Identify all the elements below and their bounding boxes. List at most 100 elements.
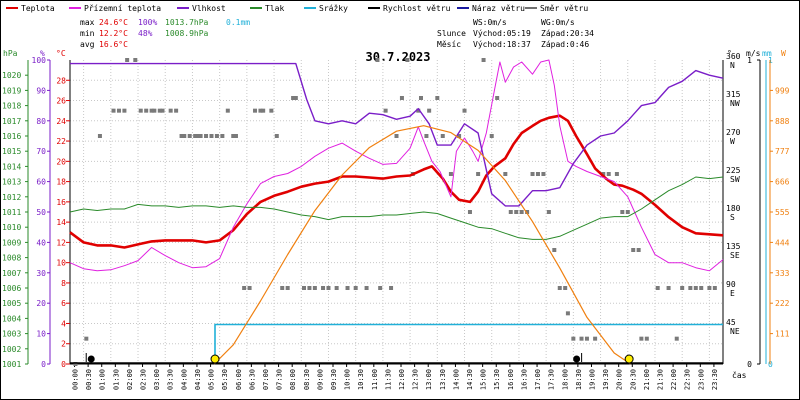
- direction-tick-label: NE: [730, 327, 740, 336]
- stat-min-temp: 12.2°C: [99, 29, 128, 38]
- x-tick-label: 01:30: [112, 369, 120, 390]
- stat-max-temp: 24.6°C: [99, 18, 128, 27]
- pressure-tick-label: 1004: [2, 314, 21, 323]
- direction-tick-value: 270: [726, 128, 741, 137]
- pressure-tick-label: 1009: [2, 238, 21, 247]
- direction-point: [378, 286, 383, 290]
- rain-tick-label: 0: [768, 360, 773, 369]
- x-tick-label: 03:00: [153, 369, 161, 390]
- x-tick-label: 05:30: [221, 369, 229, 390]
- direction-point: [601, 172, 606, 176]
- direction-point: [274, 134, 279, 138]
- pressure-tick-label: 1012: [2, 193, 21, 202]
- x-tick-label: 00:00: [72, 369, 80, 390]
- series-line: [213, 125, 631, 365]
- direction-point: [111, 108, 116, 113]
- x-tick-label: 15:30: [493, 369, 501, 390]
- stat-avg-temp: 16.6°C: [99, 40, 128, 49]
- moon-marker: [87, 355, 95, 363]
- x-tick-label: 22:00: [670, 369, 678, 390]
- direction-point: [514, 210, 519, 214]
- unit-deg: °: [727, 49, 732, 58]
- direction-tick-value: 45: [726, 318, 736, 327]
- direction-point: [620, 210, 625, 214]
- radiation-tick-label: 333: [775, 269, 790, 278]
- direction-point: [84, 336, 89, 341]
- x-tick-label: 14:00: [452, 369, 460, 390]
- x-tick-label: 23:00: [697, 369, 705, 390]
- x-tick-label: 02:00: [126, 369, 134, 390]
- x-tick-label: 06:00: [235, 369, 243, 390]
- humidity-tick-label: 20: [36, 299, 46, 308]
- temp-tick-label: 14: [56, 218, 66, 227]
- direction-point: [179, 134, 184, 138]
- unit-pct: %: [40, 49, 45, 58]
- direction-point: [383, 108, 388, 113]
- info-moon-rise: Východ:18:37: [473, 40, 531, 49]
- direction-point: [149, 108, 154, 113]
- direction-point: [625, 210, 630, 214]
- direction-point: [187, 134, 192, 138]
- x-tick-label: 23:30: [711, 369, 719, 390]
- direction-point: [231, 134, 236, 138]
- direction-point: [312, 286, 317, 290]
- pressure-tick-label: 1002: [2, 345, 21, 354]
- temp-tick-label: 22: [56, 137, 66, 146]
- direction-point: [571, 336, 576, 341]
- temp-tick-label: 24: [56, 117, 66, 126]
- chart-title: 30.7.2023: [365, 50, 430, 64]
- direction-point: [133, 58, 138, 62]
- x-tick-label: 08:30: [303, 369, 311, 390]
- stat-max-press: 1013.7hPa: [165, 18, 209, 27]
- direction-point: [427, 108, 432, 113]
- direction-point: [489, 134, 494, 138]
- direction-point: [563, 286, 568, 290]
- x-tick-label: 12:00: [398, 369, 406, 390]
- direction-point: [258, 108, 263, 113]
- x-tick-label: 16:00: [507, 369, 515, 390]
- direction-point: [557, 286, 562, 290]
- x-tick-label: 01:00: [99, 369, 107, 390]
- direction-point: [606, 172, 611, 176]
- direction-point: [125, 58, 130, 62]
- direction-point: [225, 108, 230, 113]
- direction-point: [503, 172, 508, 176]
- direction-point: [261, 108, 266, 113]
- direction-point: [639, 336, 644, 341]
- moon-marker: [573, 355, 581, 363]
- radiation-tick-label: 999: [775, 86, 790, 95]
- x-tick-label: 05:00: [208, 369, 216, 390]
- direction-point: [204, 134, 209, 138]
- direction-point: [182, 134, 187, 138]
- x-tick-label: 10:30: [357, 369, 365, 390]
- direction-point: [405, 58, 410, 62]
- direction-point: [209, 134, 214, 138]
- direction-points: [73, 58, 717, 366]
- direction-tick-label: N: [730, 61, 735, 70]
- x-tick-label: 20:30: [629, 369, 637, 390]
- radiation-tick-label: 555: [775, 208, 790, 217]
- direction-point: [233, 134, 238, 138]
- unit-ms: m/s: [746, 49, 761, 58]
- direction-point: [293, 96, 298, 100]
- direction-point: [399, 96, 404, 100]
- direction-point: [116, 108, 121, 113]
- direction-point: [508, 210, 513, 214]
- direction-point: [345, 286, 350, 290]
- pressure-tick-label: 1019: [2, 86, 21, 95]
- direction-point: [247, 286, 252, 290]
- direction-point: [160, 108, 165, 113]
- temp-tick-label: 2: [61, 340, 66, 349]
- pressure-tick-label: 1016: [2, 132, 21, 141]
- wind-tick-label: 1: [747, 56, 752, 65]
- pressure-tick-label: 1014: [2, 162, 21, 171]
- direction-point: [462, 108, 467, 113]
- series-line: [69, 59, 724, 272]
- legend-label: Srážky: [319, 4, 348, 13]
- pressure-tick-label: 1005: [2, 299, 21, 308]
- pressure-tick-label: 1006: [2, 284, 21, 293]
- temp-tick-label: 26: [56, 97, 66, 106]
- x-tick-label: 10:00: [344, 369, 352, 390]
